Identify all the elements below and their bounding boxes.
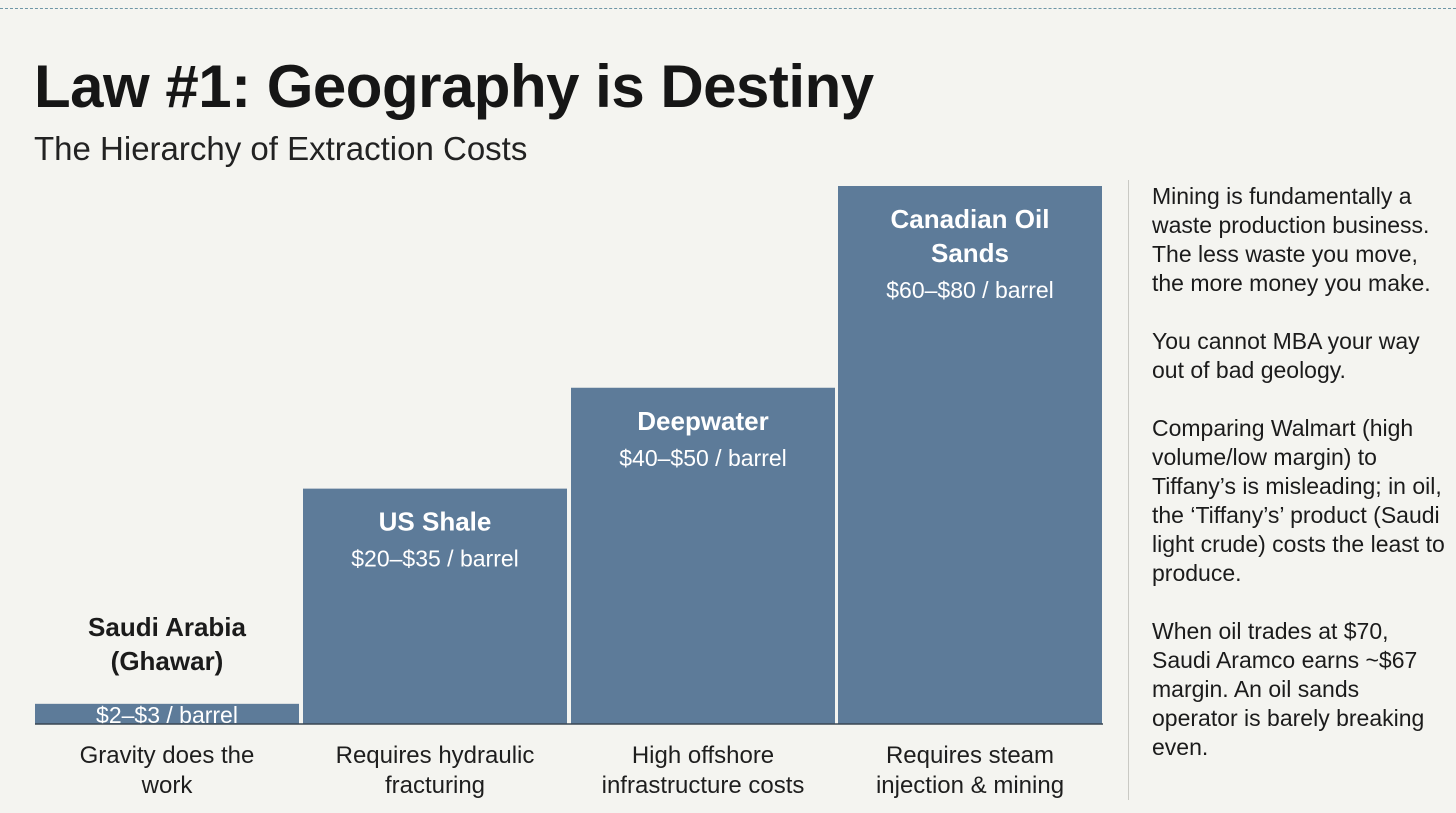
category-note-4-line-1: Requires steam bbox=[886, 742, 1054, 769]
category-note-3-line-2: infrastructure costs bbox=[602, 772, 805, 799]
category-note-4-line-2: injection & mining bbox=[876, 772, 1064, 799]
note-waste-production: Mining is fundamentally a waste producti… bbox=[1152, 183, 1431, 296]
bar-1 bbox=[35, 703, 299, 724]
category-note-2-line-1: Requires hydraulic bbox=[336, 742, 535, 769]
sidebar-divider bbox=[1128, 180, 1129, 800]
page-title: Law #1: Geography is Destiny bbox=[34, 53, 874, 120]
value-label-2: $20–$35 / barrel bbox=[351, 546, 519, 572]
bar-4 bbox=[838, 186, 1102, 724]
note-margin-comparison: When oil trades at $70, Saudi Aramco ear… bbox=[1152, 618, 1425, 760]
bar-3 bbox=[571, 387, 835, 724]
bar-label-2-line-1: US Shale bbox=[379, 507, 492, 537]
category-note-1-line-2: work bbox=[141, 772, 194, 799]
top-dashed-rule bbox=[0, 8, 1456, 9]
bar-label-3-line-1: Deepwater bbox=[637, 406, 769, 436]
bar-2 bbox=[303, 488, 567, 724]
page-subtitle: The Hierarchy of Extraction Costs bbox=[34, 130, 528, 167]
cost-bar-chart: Saudi Arabia(Ghawar)$2–$3 / barrelGravit… bbox=[35, 186, 1103, 799]
note-bad-geology: You cannot MBA your way out of bad geolo… bbox=[1152, 328, 1420, 383]
sidebar-notes: Mining is fundamentally a waste producti… bbox=[1152, 182, 1448, 791]
bar-label-4-line-2: Sands bbox=[931, 238, 1009, 268]
value-label-3: $40–$50 / barrel bbox=[619, 445, 787, 471]
bar-label-4-line-1: Canadian Oil bbox=[891, 204, 1050, 234]
bar-label-1-line-1: Saudi Arabia bbox=[88, 612, 247, 642]
category-note-1-line-1: Gravity does the bbox=[80, 742, 255, 769]
category-note-3-line-1: High offshore bbox=[632, 742, 774, 769]
value-label-4: $60–$80 / barrel bbox=[886, 277, 1054, 303]
category-note-2-line-2: fracturing bbox=[385, 772, 485, 799]
bar-label-1-line-2: (Ghawar) bbox=[111, 646, 224, 676]
note-walmart-tiffanys: Comparing Walmart (high volume/low margi… bbox=[1152, 415, 1445, 586]
